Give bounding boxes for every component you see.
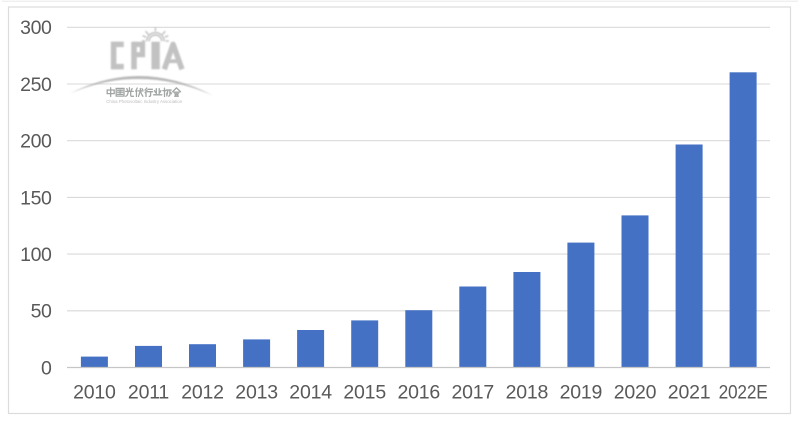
svg-text:150: 150 xyxy=(20,187,52,209)
svg-text:200: 200 xyxy=(20,131,52,153)
svg-text:2019: 2019 xyxy=(560,381,603,403)
svg-text:2011: 2011 xyxy=(128,381,169,403)
svg-text:2010: 2010 xyxy=(73,381,116,403)
svg-text:2012: 2012 xyxy=(181,381,224,403)
svg-text:2017: 2017 xyxy=(452,381,495,403)
svg-text:300: 300 xyxy=(20,17,52,39)
svg-text:2013: 2013 xyxy=(235,381,278,403)
svg-text:2015: 2015 xyxy=(343,381,386,403)
svg-text:2016: 2016 xyxy=(398,381,441,403)
svg-text:China Photovoltaic Industry As: China Photovoltaic Industry Association xyxy=(106,99,182,104)
svg-text:250: 250 xyxy=(20,74,52,96)
svg-text:50: 50 xyxy=(31,301,52,323)
svg-text:100: 100 xyxy=(20,244,52,266)
svg-text:2021: 2021 xyxy=(668,381,711,403)
svg-text:2022E: 2022E xyxy=(719,381,768,403)
svg-text:2020: 2020 xyxy=(614,381,657,403)
svg-text:0: 0 xyxy=(41,357,52,379)
svg-text:2014: 2014 xyxy=(289,381,332,403)
svg-text:2018: 2018 xyxy=(506,381,549,403)
